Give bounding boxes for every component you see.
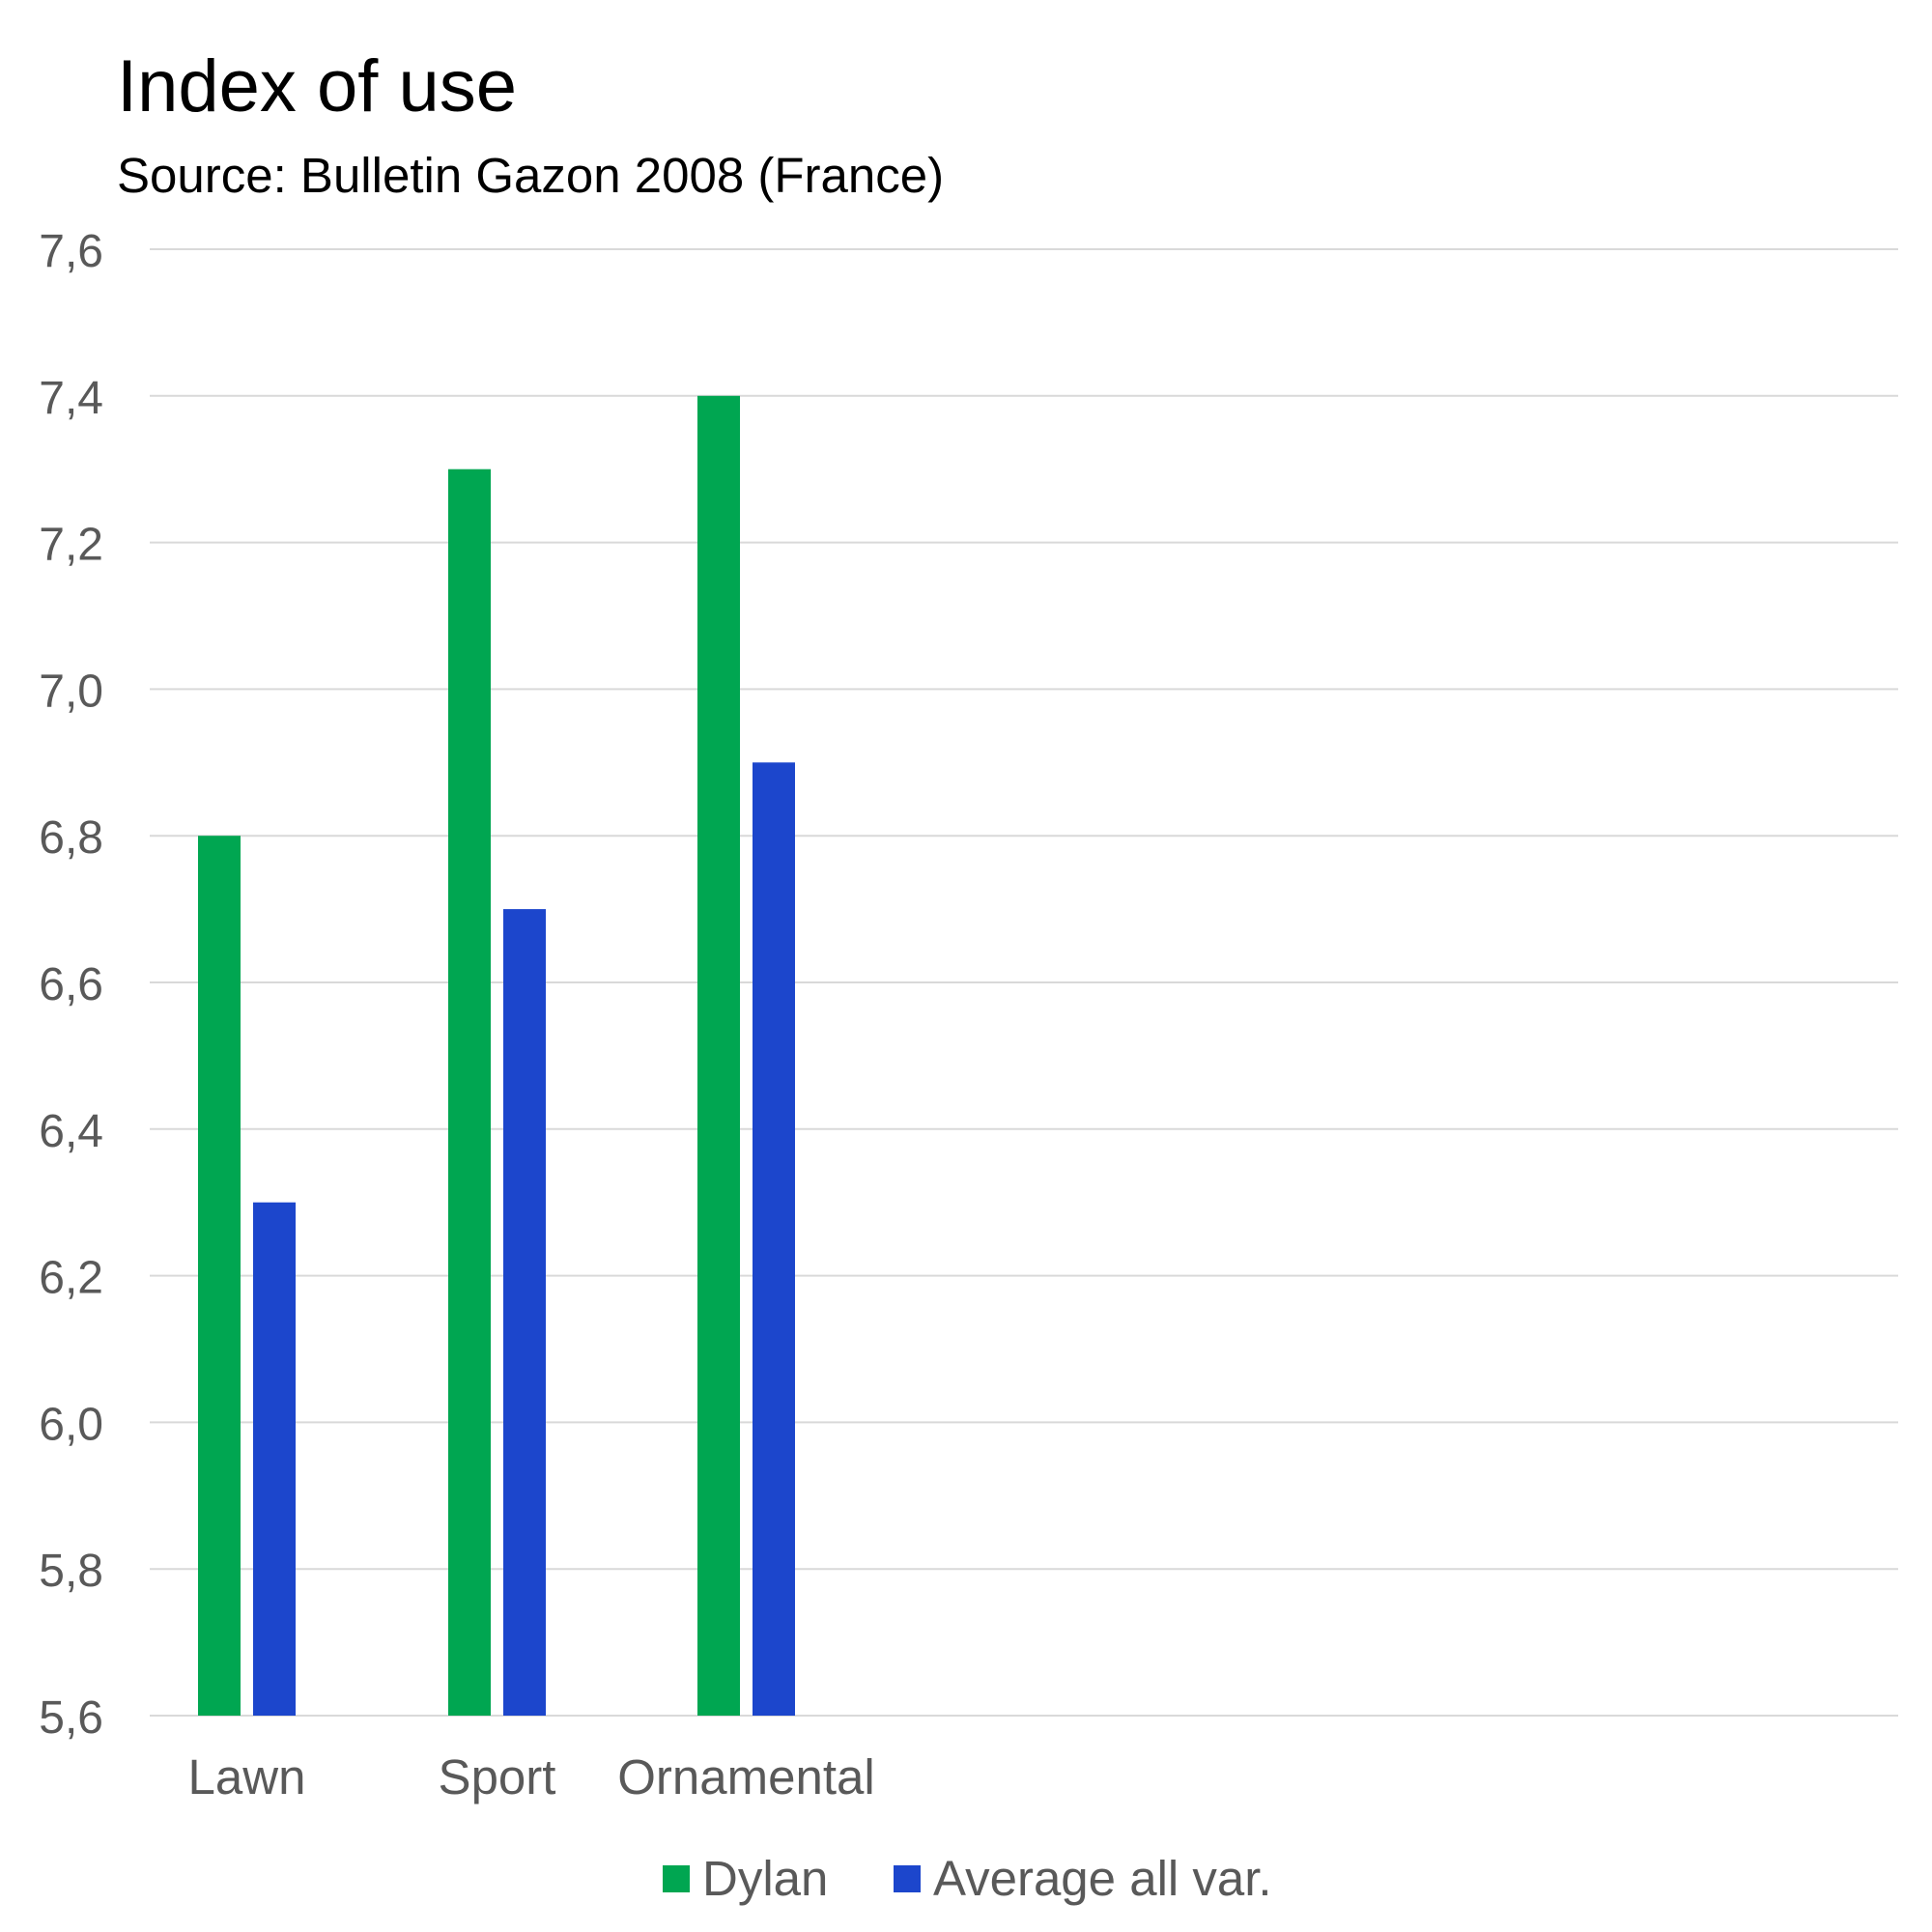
bars <box>198 395 795 1717</box>
y-tick-label: 6,0 <box>39 1399 103 1450</box>
y-tick-label: 7,2 <box>39 520 103 571</box>
y-tick-label: 7,4 <box>39 373 103 424</box>
x-tick-label: Lawn <box>188 1749 306 1804</box>
bar-lawn-average <box>253 1202 296 1716</box>
y-tick-label: 5,6 <box>39 1692 103 1744</box>
bar-sport-dylan <box>448 469 491 1717</box>
legend-label: Average all var. <box>933 1851 1272 1906</box>
y-tick-label: 6,2 <box>39 1253 103 1304</box>
legend-label: Dylan <box>702 1851 828 1906</box>
legend-swatch <box>663 1865 690 1892</box>
y-tick-label: 6,8 <box>39 812 103 864</box>
x-axis-tick-labels: Lawn Sport Ornamental <box>188 1749 875 1804</box>
bar-ornamental-dylan <box>697 395 740 1716</box>
legend-swatch <box>894 1865 921 1892</box>
y-tick-label: 6,6 <box>39 959 103 1010</box>
y-tick-label: 6,4 <box>39 1106 103 1157</box>
y-tick-label: 7,0 <box>39 666 103 717</box>
x-tick-label: Sport <box>439 1749 556 1804</box>
bar-sport-average <box>503 909 546 1716</box>
y-tick-label: 5,8 <box>39 1546 103 1597</box>
chart-title: Index of use <box>117 45 518 128</box>
legend: Dylan Average all var. <box>663 1851 1272 1906</box>
x-tick-label: Ornamental <box>617 1749 874 1804</box>
chart-subtitle: Source: Bulletin Gazon 2008 (France) <box>117 148 945 203</box>
gridlines <box>150 248 1898 1717</box>
bar-ornamental-average <box>753 762 795 1716</box>
y-axis-tick-labels: 5,6 5,8 6,0 6,2 6,4 6,6 6,8 7,0 7,2 7,4 7,6 <box>39 226 103 1744</box>
bar-lawn-dylan <box>198 836 241 1716</box>
y-tick-label: 7,6 <box>39 226 103 277</box>
